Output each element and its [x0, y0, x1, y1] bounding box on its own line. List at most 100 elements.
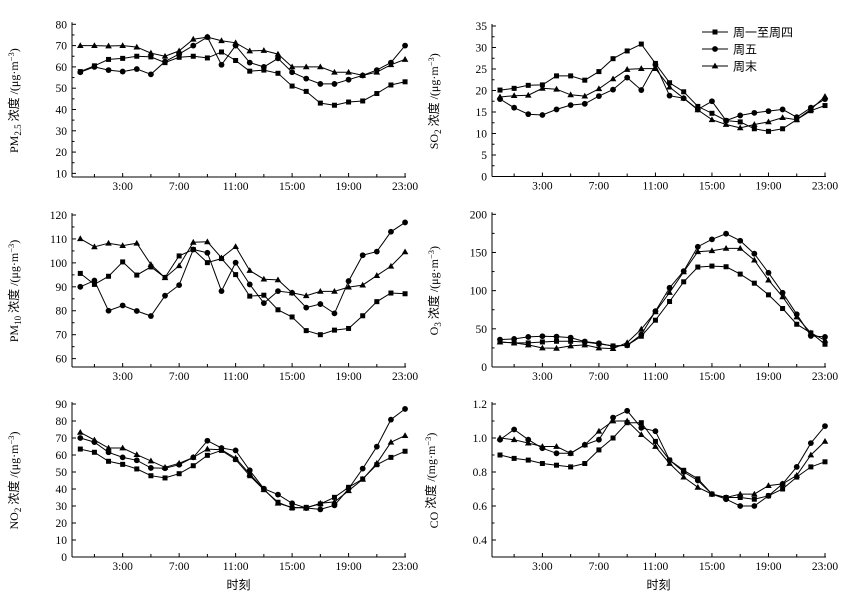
- x-axis-title: 时刻: [646, 578, 670, 592]
- data-point-square: [723, 264, 729, 270]
- data-point-triangle: [595, 427, 603, 434]
- data-point-square: [808, 464, 814, 470]
- data-point-triangle: [779, 114, 786, 120]
- y-tick-label: 120: [50, 210, 68, 222]
- data-point-triangle: [652, 65, 659, 71]
- y-tick-label: 100: [50, 258, 68, 270]
- series-circle: [497, 230, 828, 350]
- series-triangle: [496, 65, 829, 131]
- data-point-square: [91, 449, 97, 455]
- data-point-square: [525, 82, 531, 88]
- data-point-square: [667, 298, 673, 304]
- legend-item: 周一至周四: [702, 26, 793, 40]
- y-axis-title-text: 浓度 /(μg·m: [6, 444, 21, 508]
- legend-item: 周末: [702, 60, 757, 74]
- data-point-triangle: [373, 272, 381, 278]
- data-point-triangle: [524, 91, 532, 98]
- y-tick-label: 40: [56, 104, 68, 116]
- x-tick-label: 7:00: [589, 181, 610, 193]
- data-point-square: [652, 438, 658, 444]
- y-tick-label: 50: [56, 467, 68, 479]
- data-point-circle: [289, 500, 295, 507]
- series-triangle: [496, 417, 829, 500]
- data-point-square: [261, 292, 267, 298]
- data-point-triangle: [736, 124, 744, 131]
- data-point-triangle: [105, 444, 112, 451]
- data-point-triangle: [694, 483, 702, 490]
- x-tick-label: 15:00: [699, 371, 725, 383]
- series-square: [497, 41, 828, 134]
- data-point-square: [106, 273, 112, 279]
- y-tick-label: 70: [56, 433, 68, 445]
- data-point-circle: [596, 93, 602, 99]
- data-point-triangle: [539, 344, 546, 351]
- data-point-square: [511, 85, 517, 91]
- x-tick-label: 3:00: [532, 561, 553, 573]
- data-point-triangle: [401, 248, 409, 255]
- data-point-circle: [553, 333, 560, 340]
- data-point-circle: [148, 313, 154, 319]
- series-line: [80, 221, 406, 317]
- y-tick-label: 90: [56, 399, 68, 411]
- data-point-square: [568, 338, 574, 344]
- data-point-triangle: [694, 106, 702, 113]
- data-point-triangle: [722, 494, 730, 500]
- y-axis-title-text: 浓度 /(μg·m: [6, 61, 21, 125]
- x-tick-label: 3:00: [112, 181, 133, 193]
- data-point-square: [331, 494, 337, 500]
- data-point-square: [346, 325, 352, 331]
- y-axis-title-close: ): [7, 432, 21, 436]
- data-point-triangle: [401, 56, 409, 62]
- y-tick-label: 0.4: [473, 535, 488, 547]
- data-point-circle: [511, 336, 518, 342]
- data-point-triangle: [133, 43, 141, 50]
- data-point-triangle: [147, 457, 155, 464]
- y-axis-title: PM10 浓度 /(μg·m−3): [6, 240, 23, 343]
- data-point-triangle: [666, 460, 673, 466]
- x-tick-label: 7:00: [589, 561, 610, 573]
- y-axis-title-sub: 10: [13, 315, 23, 325]
- data-point-square: [388, 454, 394, 460]
- data-point-square: [134, 53, 140, 59]
- data-point-triangle: [345, 68, 352, 75]
- x-tick-label: 3:00: [112, 561, 133, 573]
- x-tick-label: 3:00: [532, 371, 553, 383]
- data-point-circle: [807, 440, 814, 446]
- data-point-square: [568, 73, 574, 79]
- y-axis-title-sup: −3: [426, 250, 436, 259]
- data-point-triangle: [218, 254, 225, 261]
- y-axis-title-close: ): [427, 246, 441, 250]
- data-point-square: [346, 99, 352, 105]
- x-tick-label: 19:00: [755, 561, 781, 573]
- data-point-triangle: [765, 118, 772, 125]
- y-tick-label: 1.2: [473, 399, 488, 411]
- y-tick-label: 0: [481, 172, 487, 184]
- data-point-triangle: [161, 274, 169, 281]
- x-tick-label: 11:00: [223, 371, 249, 383]
- data-point-triangle: [666, 83, 673, 90]
- y-axis-title: NO2 浓度 /(μg·m−3): [6, 432, 23, 530]
- data-point-circle: [162, 292, 168, 299]
- y-tick-label: 10: [476, 129, 488, 141]
- data-point-square: [709, 263, 715, 269]
- data-point-circle: [638, 424, 645, 431]
- data-point-square: [261, 67, 267, 73]
- data-point-circle: [77, 435, 84, 441]
- data-point-triangle: [736, 490, 744, 497]
- y-tick-label: 150: [470, 247, 488, 259]
- series-circle: [77, 406, 408, 513]
- x-tick-label: 7:00: [589, 371, 610, 383]
- data-point-square: [765, 128, 771, 134]
- series-square: [77, 246, 408, 338]
- data-point-triangle: [260, 485, 268, 492]
- data-point-circle: [553, 450, 560, 457]
- data-point-triangle: [331, 68, 338, 75]
- data-point-circle: [317, 301, 324, 307]
- data-point-triangle: [189, 238, 197, 245]
- data-point-triangle: [359, 281, 366, 288]
- y-axis-title-text: 浓度 /(μg·m: [426, 258, 441, 322]
- series-square: [497, 420, 828, 502]
- data-point-triangle: [807, 329, 815, 336]
- data-point-triangle: [232, 243, 239, 249]
